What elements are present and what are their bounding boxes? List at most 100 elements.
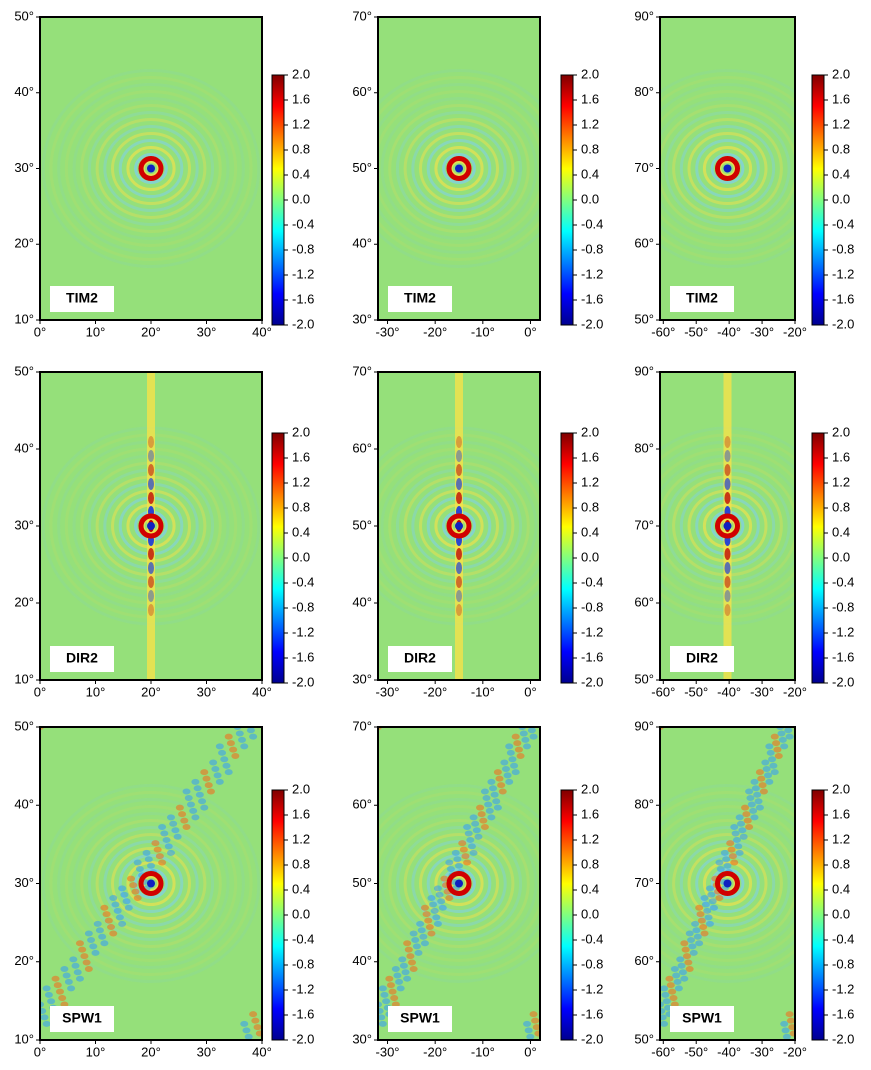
noise-blob — [403, 975, 412, 982]
noise-blob — [688, 943, 697, 950]
noise-blob — [758, 782, 767, 789]
colorbar-tick-label: 1.6 — [581, 806, 599, 821]
noise-blob — [173, 833, 182, 840]
colorbar-tick-label: -2.0 — [292, 1031, 314, 1046]
colorbar-tick-label: 1.2 — [832, 474, 850, 489]
noise-blob — [84, 930, 93, 937]
y-tick-label: 50° — [352, 875, 372, 890]
wave-ring — [426, 139, 492, 198]
wave-ring — [660, 104, 795, 233]
noise-blob — [222, 762, 231, 769]
noise-blob — [378, 1007, 384, 1014]
noise-blob — [178, 811, 187, 818]
noise-blob — [459, 846, 468, 853]
wave-ring — [41, 69, 261, 268]
noise-blob — [730, 859, 739, 866]
noise-blob — [685, 930, 694, 937]
center-ring — [138, 156, 164, 181]
y-tick-label: 60° — [634, 953, 654, 968]
colorbar-tick-label: 0.4 — [292, 166, 310, 181]
noise-blob — [503, 772, 512, 779]
noise-blob — [784, 727, 793, 734]
noise-blob — [737, 820, 745, 827]
colorbar-tick-label: -2.0 — [581, 316, 603, 331]
noise-blob — [127, 875, 136, 882]
colorbar-tick-label: -1.2 — [292, 981, 314, 996]
stripe-blob — [148, 464, 154, 476]
noise-blob — [730, 824, 739, 831]
colorbar-tick-label: -1.2 — [292, 266, 314, 281]
noise-blob — [516, 753, 525, 760]
wave-ring — [660, 83, 795, 254]
x-tick-label: 10° — [86, 324, 106, 339]
label-box — [50, 646, 114, 672]
noise-blob — [672, 972, 681, 979]
wave-ring — [80, 104, 222, 233]
center-core — [455, 522, 463, 530]
y-tick-label: 70° — [634, 517, 654, 532]
stripe-blob — [724, 478, 731, 490]
noise-blob — [489, 785, 498, 792]
colorbar-tick-label: -0.8 — [581, 956, 603, 971]
panel-label: SPW1 — [400, 1010, 440, 1026]
label-box — [388, 646, 452, 672]
wave-ring — [378, 784, 540, 983]
wave-ring — [95, 833, 207, 934]
noise-blob — [153, 846, 162, 853]
colorbar-tick-label: 2.0 — [292, 424, 310, 439]
noise-blob — [762, 765, 771, 772]
wave-ring — [87, 826, 215, 941]
noise-blob — [175, 804, 184, 811]
noise-blob — [780, 743, 789, 750]
wave-ring — [41, 784, 261, 983]
noise-blob — [680, 940, 689, 947]
colorbar-tick-label: 1.6 — [292, 806, 310, 821]
noise-blob — [453, 856, 462, 863]
colorbar-tick-label: -1.6 — [832, 291, 854, 306]
stripe-blob — [456, 590, 462, 602]
noise-blob — [100, 904, 109, 911]
colorbar-tick-label: 2.0 — [581, 781, 599, 796]
wave-ring — [72, 812, 230, 955]
noise-blob — [206, 788, 215, 795]
noise-blob — [144, 856, 153, 863]
colorbar-tick-label: -0.4 — [292, 574, 314, 589]
noise-blob — [58, 995, 67, 1002]
noise-blob — [438, 904, 447, 911]
noise-blob — [529, 733, 538, 740]
noise-blob — [681, 946, 690, 953]
colorbar — [811, 789, 825, 1041]
x-tick-label: -20° — [783, 324, 807, 339]
noise-blob — [455, 862, 463, 869]
noise-blob — [773, 746, 782, 753]
stripe-blob — [456, 548, 462, 560]
noise-blob — [731, 830, 740, 837]
noise-blob — [660, 1020, 669, 1027]
colorbar-tick-label: 0.0 — [292, 906, 310, 921]
noise-blob — [505, 743, 514, 750]
colorbar-tick-label: 1.6 — [292, 449, 310, 464]
noise-blob — [781, 1027, 790, 1034]
x-tick-label: -30° — [376, 1044, 400, 1059]
colorbar-tick-label: -1.6 — [581, 649, 603, 664]
noise-blob — [511, 733, 520, 740]
noise-blob — [53, 982, 62, 989]
noise-blob — [378, 1020, 387, 1027]
noise-blob — [715, 895, 724, 902]
colorbar-tick-label: 0.0 — [581, 191, 599, 206]
noise-blob — [480, 824, 489, 831]
label-box — [670, 286, 734, 312]
noise-blob — [754, 798, 763, 805]
colorbar-tick-label: -2.0 — [832, 316, 854, 331]
noise-blob — [131, 888, 140, 895]
x-tick-label: 40° — [252, 684, 272, 699]
noise-blob — [122, 898, 131, 905]
noise-blob — [71, 962, 80, 969]
noise-blob — [735, 814, 744, 821]
y-tick-label: 60° — [352, 84, 372, 99]
noise-blob — [440, 875, 449, 882]
colorbar-tick-label: 2.0 — [581, 424, 599, 439]
y-tick-label: 10° — [14, 1031, 34, 1046]
noise-blob — [780, 1020, 789, 1027]
noise-blob — [701, 901, 710, 908]
